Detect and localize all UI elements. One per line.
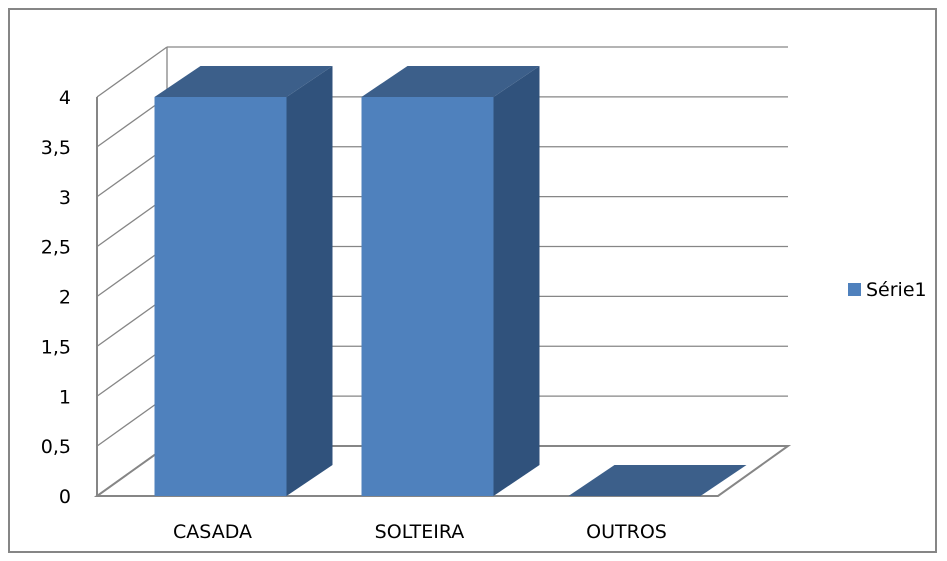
bar-front-face [361, 97, 494, 496]
bar-outros [568, 465, 747, 496]
legend-label: Série1 [866, 279, 927, 301]
legend-swatch [848, 283, 861, 296]
bar-top-face [361, 66, 540, 97]
x-category-label: CASADA [173, 521, 252, 543]
y-tick-label: 3 [59, 187, 71, 209]
bar-top-face [154, 66, 333, 97]
y-tick-label: 1,5 [41, 336, 71, 358]
bar-side-face [286, 66, 333, 496]
y-tick-label: 4 [59, 87, 71, 109]
x-category-label: OUTROS [586, 521, 667, 543]
bar-side-face [493, 66, 540, 496]
side-wall-gridline [96, 46, 168, 98]
y-tick-label: 0,5 [41, 436, 71, 458]
bar-front-face [154, 97, 287, 496]
y-tick-label: 1 [59, 386, 71, 408]
bar-solteira [361, 66, 540, 496]
y-tick-label: 0 [59, 486, 71, 508]
bar-casada [154, 66, 333, 496]
x-category-label: SOLTEIRA [375, 521, 465, 543]
bar-top-face [568, 465, 747, 496]
y-tick-label: 2 [59, 287, 71, 309]
y-tick-label: 3,5 [41, 137, 71, 159]
y-tick-label: 2,5 [41, 237, 71, 259]
